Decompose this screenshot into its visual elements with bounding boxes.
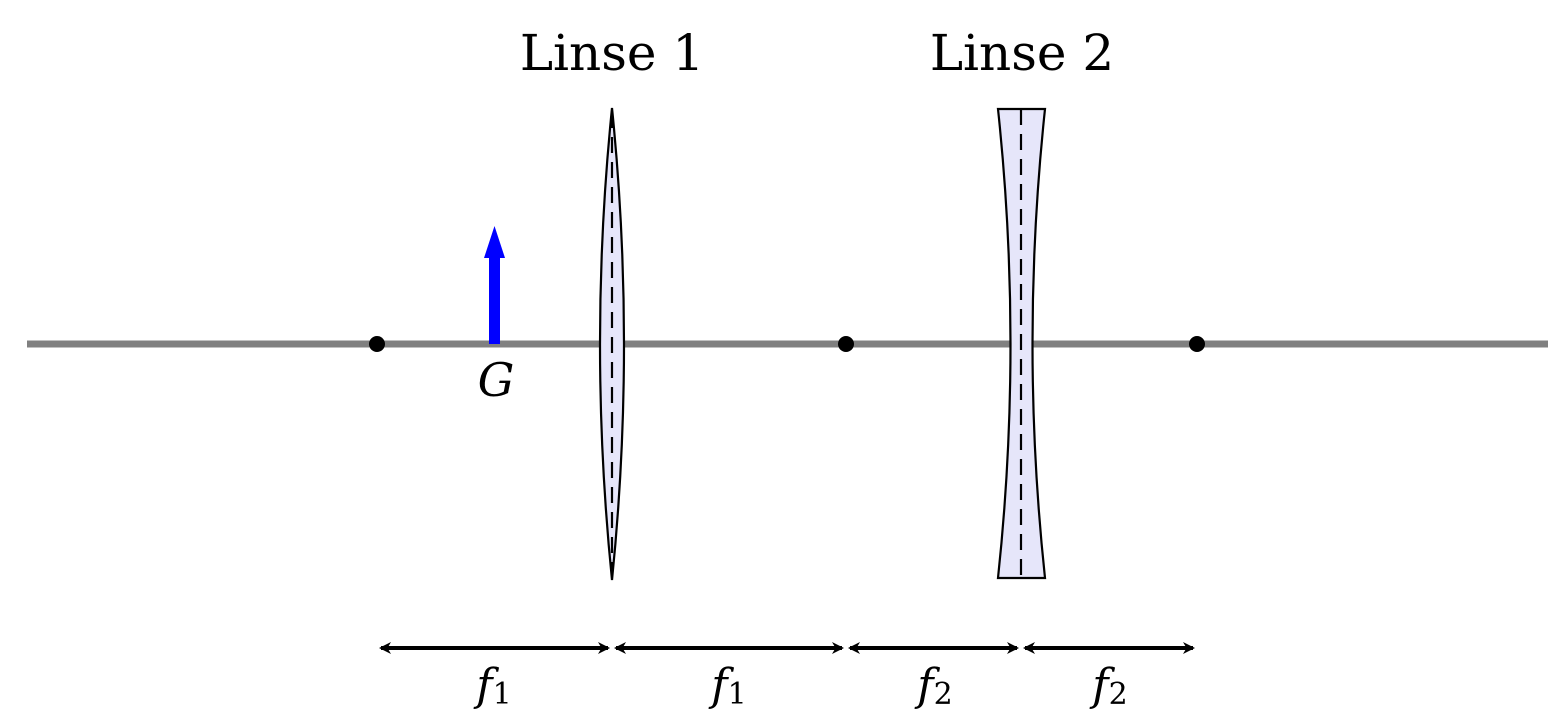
lens-2-label: Linse 2 <box>930 24 1114 82</box>
focal-point-1-left <box>369 336 385 352</box>
focal-point-shared <box>838 336 854 352</box>
object-label: G <box>478 353 515 407</box>
lens-1 <box>598 107 626 581</box>
distance-label-1: f1 <box>473 660 511 712</box>
lens-1-label: Linse 1 <box>520 24 704 82</box>
distance-label-2: f1 <box>708 660 746 712</box>
focal-point-2-right <box>1189 336 1205 352</box>
object-arrow <box>484 226 505 344</box>
distance-label-4: f2 <box>1089 660 1127 712</box>
distance-label-3: f2 <box>914 660 952 712</box>
lens-2 <box>996 107 1047 580</box>
